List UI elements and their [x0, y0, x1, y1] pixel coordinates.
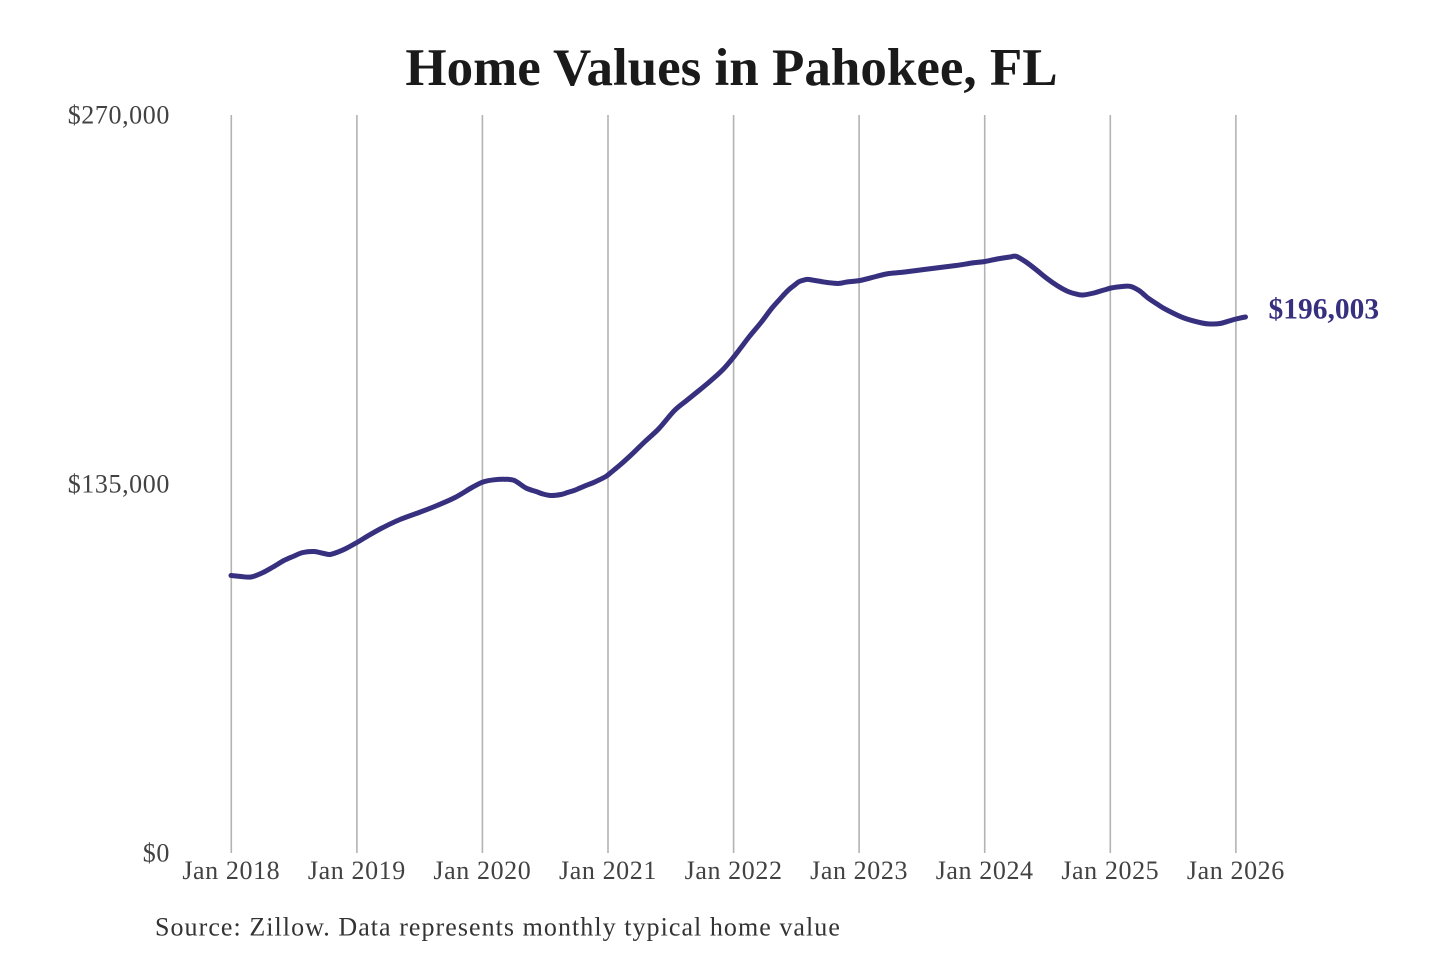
svg-text:Jan 2025: Jan 2025: [1061, 856, 1159, 885]
svg-text:$135,000: $135,000: [68, 470, 170, 499]
svg-text:Jan 2023: Jan 2023: [810, 856, 908, 885]
svg-text:Source: Zillow. Data represent: Source: Zillow. Data represents monthly …: [155, 913, 841, 942]
svg-text:Jan 2026: Jan 2026: [1187, 856, 1285, 885]
svg-text:Jan 2019: Jan 2019: [308, 856, 406, 885]
svg-text:Jan 2022: Jan 2022: [685, 856, 783, 885]
svg-text:Jan 2018: Jan 2018: [182, 856, 280, 885]
svg-text:Home Values in Pahokee, FL: Home Values in Pahokee, FL: [405, 39, 1057, 97]
svg-text:$196,003: $196,003: [1269, 294, 1380, 326]
svg-text:Jan 2020: Jan 2020: [433, 856, 531, 885]
svg-text:$270,000: $270,000: [68, 101, 170, 130]
svg-text:Jan 2021: Jan 2021: [559, 856, 657, 885]
svg-text:Jan 2024: Jan 2024: [936, 856, 1034, 885]
svg-text:$0: $0: [143, 839, 170, 868]
